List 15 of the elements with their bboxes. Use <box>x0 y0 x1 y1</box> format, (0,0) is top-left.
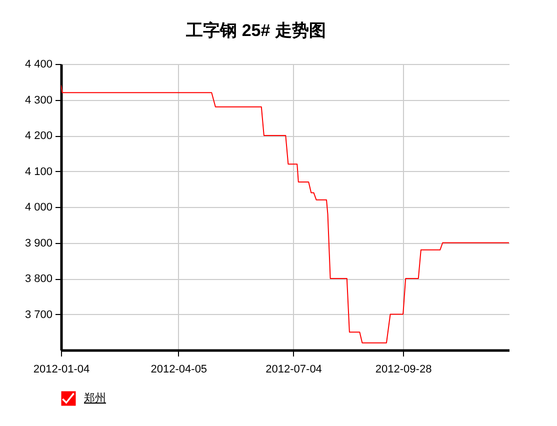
x-tick-label: 2012-01-04 <box>33 364 90 376</box>
y-tick-label: 4 300 <box>24 94 52 106</box>
legend-label: 郑州 <box>84 392 106 404</box>
line-series <box>61 84 509 344</box>
x-tick-label: 2012-07-04 <box>266 364 322 376</box>
y-tick-label: 4 000 <box>24 202 52 214</box>
x-tick-label: 2012-09-28 <box>375 364 432 376</box>
x-tick-label: 2012-04-05 <box>150 364 208 376</box>
y-tick-label: 4 100 <box>24 166 52 178</box>
y-tick-label: 3 900 <box>24 237 52 250</box>
y-tick-label: 3 700 <box>24 308 52 321</box>
y-tick-label: 4 200 <box>24 130 52 142</box>
y-tick-label: 3 800 <box>24 273 52 285</box>
chart-title: 工字钢 25# 走势图 <box>185 21 326 40</box>
y-tick-label: 4 400 <box>24 58 52 70</box>
